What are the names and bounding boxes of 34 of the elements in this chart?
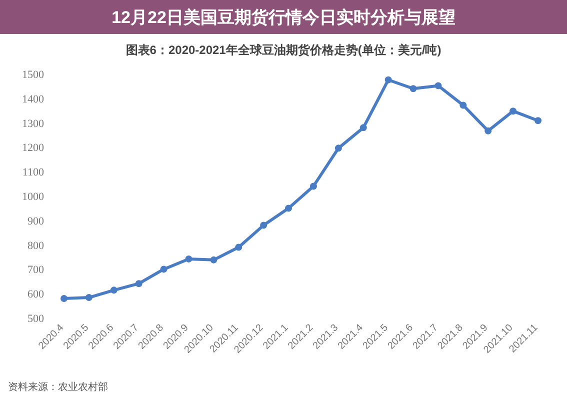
point [334, 144, 342, 152]
point [384, 76, 392, 84]
y-tick-label: 1200 [22, 142, 44, 154]
point [534, 117, 542, 124]
point [135, 280, 142, 288]
y-tick-label: 900 [28, 215, 44, 228]
text: 资料来源：农业农村部 [8, 381, 108, 393]
y-tick-label: 800 [28, 240, 44, 252]
point [110, 286, 118, 294]
point [210, 256, 218, 264]
point [235, 244, 242, 251]
y-tick-label: 700 [28, 264, 44, 276]
point [360, 124, 367, 132]
point [510, 108, 517, 115]
y-tick-label: 1500 [22, 69, 44, 81]
chart-title: 图表6：2020-2021年全球豆油期货价格走势(单位：美元/吨) [126, 43, 442, 57]
point [185, 255, 192, 262]
y-tick-label: 1000 [22, 191, 44, 203]
point [160, 266, 168, 273]
point [60, 294, 68, 302]
point [85, 294, 92, 302]
y-tick-label: 1300 [22, 118, 44, 130]
y-tick-label: 600 [28, 288, 44, 301]
chart-subtitle: 12月22日美国豆期货行情今日实时分析与展望 [112, 8, 456, 27]
point [434, 82, 442, 90]
point [410, 85, 417, 92]
y-tick-label: 1400 [22, 93, 44, 106]
y-tick-label: 500 [28, 313, 44, 325]
y-tick-label: 1100 [22, 166, 44, 179]
point [484, 127, 492, 134]
point [460, 102, 467, 109]
point [285, 204, 292, 212]
point [310, 182, 317, 190]
point [260, 222, 268, 229]
